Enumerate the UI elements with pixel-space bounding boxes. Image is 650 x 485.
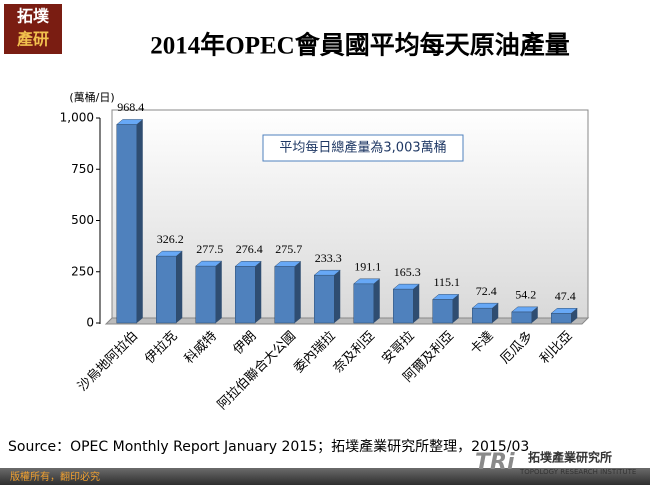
value-label: 326.2 — [157, 232, 184, 246]
bar-front — [353, 283, 374, 324]
floor — [104, 317, 590, 325]
bar-side — [492, 303, 499, 323]
bar-side — [176, 251, 183, 323]
x-tick-label: 伊拉克 — [142, 329, 180, 367]
value-label: 47.4 — [555, 289, 576, 303]
bar-side — [255, 261, 262, 323]
value-label: 275.7 — [275, 242, 302, 256]
y-tick-label: 0 — [86, 316, 94, 330]
bar-side — [334, 270, 341, 323]
y-tick-label: 750 — [71, 162, 94, 176]
bar-side — [413, 284, 420, 323]
chart-title: 2014年OPEC會員國平均每天原油產量 — [150, 31, 569, 60]
bar — [234, 261, 262, 324]
x-tick-label: 科威特 — [182, 329, 220, 367]
x-tick-label: 厄瓜多 — [497, 328, 536, 367]
x-tick-label: 沙烏地阿拉伯 — [75, 328, 141, 394]
bar-front — [195, 265, 216, 324]
value-label: 72.4 — [476, 284, 497, 298]
bar-side — [215, 261, 222, 323]
x-tick-label: 委內瑞拉 — [291, 329, 338, 376]
x-tick-label: 利比亞 — [537, 329, 575, 367]
y-tick-label: 250 — [71, 264, 94, 278]
bar-front — [156, 255, 177, 324]
bar — [116, 119, 144, 324]
x-tick-label: 伊朗 — [231, 329, 260, 358]
bar — [432, 294, 460, 324]
bar-front — [393, 288, 414, 324]
bar-side — [571, 308, 578, 323]
bar-side — [452, 294, 459, 323]
x-tick-label: 卡達 — [468, 329, 497, 358]
bar — [550, 308, 578, 324]
bar-side — [531, 306, 538, 323]
annotation-box — [262, 134, 464, 162]
value-label: 968.4 — [117, 100, 144, 114]
x-tick-label: 奈及利亞 — [331, 329, 378, 376]
bar — [353, 278, 381, 324]
value-label: 54.2 — [515, 288, 536, 302]
bar-side — [294, 261, 301, 323]
bar-front — [235, 266, 256, 324]
brand: TRi — [475, 450, 515, 475]
value-label: 277.5 — [196, 242, 223, 256]
value-label: 276.4 — [236, 242, 263, 256]
bar — [392, 283, 420, 324]
bar — [195, 260, 223, 324]
bar-front — [274, 266, 295, 324]
x-tick-label: 安哥拉 — [379, 329, 417, 367]
annotation: 平均每日總產量為3,003萬桶 — [279, 140, 446, 156]
bar — [274, 261, 302, 324]
bar-front — [314, 274, 335, 324]
bar — [313, 269, 341, 324]
footer-bar — [0, 468, 650, 485]
value-label: 165.3 — [394, 265, 421, 279]
logo-top: 拓墣 — [17, 7, 49, 26]
source: Source：OPEC Monthly Report January 2015；… — [8, 438, 529, 455]
bar — [155, 250, 183, 324]
bar-side — [136, 119, 143, 323]
value-label: 115.1 — [433, 275, 460, 289]
bar-front — [116, 124, 137, 324]
bar — [511, 306, 539, 324]
brand-name: 拓墣產業研究所 — [528, 450, 612, 465]
bar — [471, 302, 499, 324]
bar-front — [551, 313, 572, 324]
footer: 版權所有，翻印必究 — [10, 470, 100, 483]
bar-side — [373, 278, 380, 323]
y-tick-label: 500 — [71, 213, 94, 227]
brand-english: TOPOLOGY RESEARCH INSTITUTE — [519, 468, 636, 476]
bar-front — [511, 311, 532, 324]
bar-front — [432, 299, 453, 324]
bar-front — [472, 307, 493, 324]
value-label: 233.3 — [315, 251, 342, 265]
y-tick-label: 1,000 — [60, 111, 94, 125]
logo-bottom: 產研 — [17, 30, 49, 49]
y-unit: (萬桶/日) — [69, 90, 114, 104]
logo-box — [4, 4, 62, 54]
value-label: 191.1 — [354, 260, 381, 274]
